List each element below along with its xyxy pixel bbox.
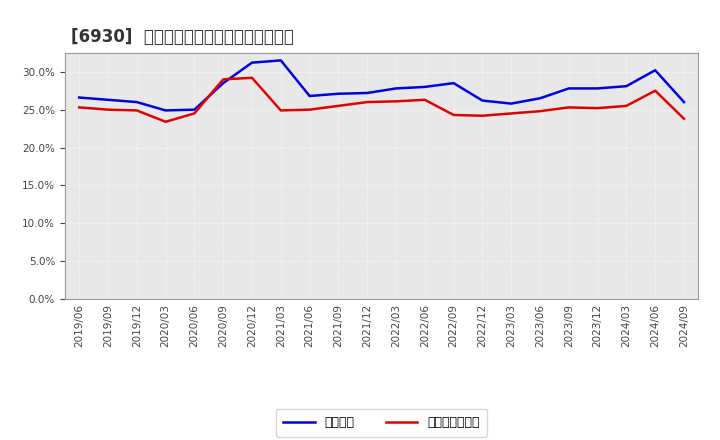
固定比率 [449, 81, 458, 86]
固定比率 [219, 81, 228, 86]
Text: [6930]  固定比率、固定長期適合率の推移: [6930] 固定比率、固定長期適合率の推移 [71, 28, 294, 46]
固定長期適合率 [420, 97, 429, 103]
固定長期適合率 [392, 99, 400, 104]
Line: 固定比率: 固定比率 [79, 60, 684, 110]
固定長期適合率 [104, 107, 112, 112]
固定比率 [276, 58, 285, 63]
固定比率 [622, 84, 631, 89]
固定長期適合率 [219, 77, 228, 82]
固定比率 [161, 108, 170, 113]
固定長期適合率 [363, 99, 372, 105]
固定長期適合率 [334, 103, 343, 109]
固定比率 [651, 68, 660, 73]
固定長期適合率 [478, 113, 487, 118]
固定比率 [564, 86, 573, 91]
固定長期適合率 [305, 107, 314, 112]
固定比率 [190, 107, 199, 112]
固定長期適合率 [622, 103, 631, 109]
固定長期適合率 [680, 116, 688, 121]
固定比率 [536, 95, 544, 101]
固定比率 [334, 91, 343, 96]
固定長期適合率 [564, 105, 573, 110]
Legend: 固定比率, 固定長期適合率: 固定比率, 固定長期適合率 [276, 409, 487, 437]
固定長期適合率 [276, 108, 285, 113]
固定比率 [104, 97, 112, 103]
固定比率 [248, 60, 256, 65]
固定長期適合率 [75, 105, 84, 110]
固定長期適合率 [507, 111, 516, 116]
固定比率 [132, 99, 141, 105]
固定長期適合率 [449, 112, 458, 117]
Line: 固定長期適合率: 固定長期適合率 [79, 78, 684, 122]
固定比率 [507, 101, 516, 106]
固定長期適合率 [190, 111, 199, 116]
固定長期適合率 [161, 119, 170, 125]
固定比率 [75, 95, 84, 100]
固定比率 [593, 86, 602, 91]
固定比率 [420, 84, 429, 90]
固定長期適合率 [132, 108, 141, 113]
固定長期適合率 [536, 109, 544, 114]
固定長期適合率 [651, 88, 660, 93]
固定比率 [305, 93, 314, 99]
固定比率 [363, 90, 372, 95]
固定長期適合率 [593, 106, 602, 111]
固定比率 [478, 98, 487, 103]
固定比率 [680, 99, 688, 105]
固定長期適合率 [248, 75, 256, 81]
固定比率 [392, 86, 400, 91]
